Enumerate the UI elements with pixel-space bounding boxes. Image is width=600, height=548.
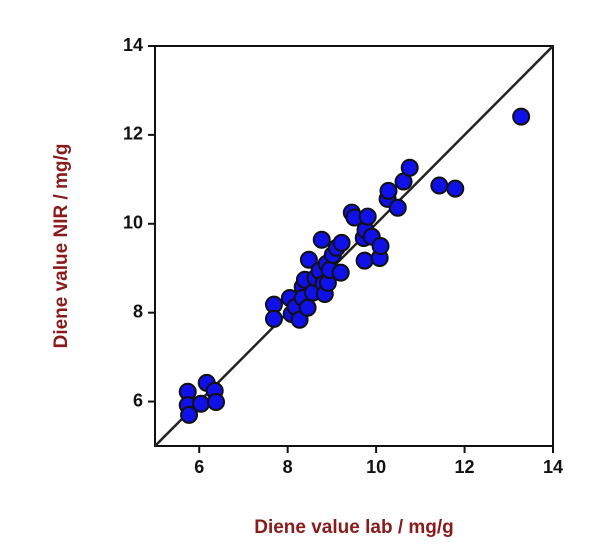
point [298, 298, 317, 317]
point [371, 237, 390, 255]
point [264, 309, 283, 328]
identity-line [154, 45, 554, 447]
point [400, 158, 419, 177]
point [180, 405, 199, 424]
y-axis-title: Diene value NIR / mg/g [51, 144, 72, 349]
point [430, 176, 449, 195]
y-tick-label: 10 [123, 213, 143, 233]
point [446, 179, 465, 198]
x-tick-label: 6 [194, 457, 204, 477]
x-tick-label: 12 [455, 457, 475, 477]
x-tick-label: 10 [366, 457, 386, 477]
point [379, 181, 398, 200]
y-tick-label: 6 [133, 390, 143, 410]
y-tick-label: 12 [123, 124, 143, 144]
point [312, 230, 331, 249]
point [191, 394, 210, 413]
point [388, 198, 407, 217]
point [355, 251, 374, 270]
point [512, 107, 531, 126]
point [331, 263, 350, 282]
plot-frame [154, 45, 554, 447]
y-tick-label: 8 [133, 301, 143, 321]
point [299, 250, 318, 269]
point [358, 207, 377, 226]
point [332, 233, 351, 252]
x-tick-label: 8 [283, 457, 293, 477]
x-axis-title: Diene value lab / mg/g [254, 517, 454, 538]
point [207, 393, 226, 411]
x-tick-label: 14 [543, 457, 563, 477]
y-tick-label: 14 [123, 35, 143, 55]
